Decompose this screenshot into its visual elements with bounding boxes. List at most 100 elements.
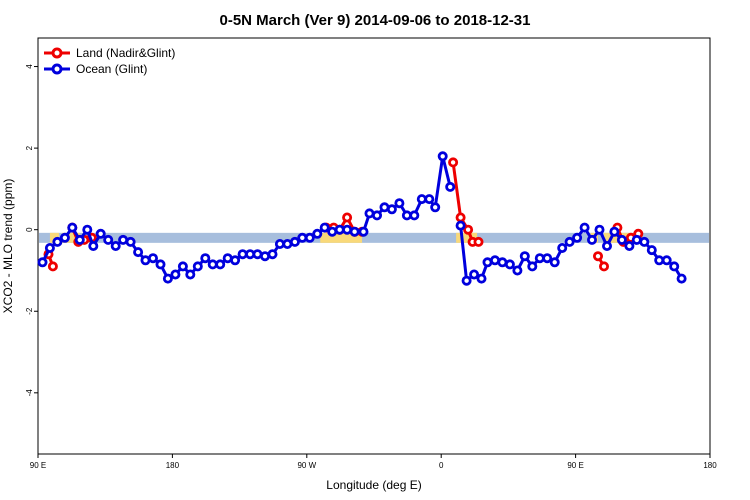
data-point bbox=[609, 226, 620, 237]
data-point bbox=[170, 269, 181, 280]
data-point bbox=[448, 157, 459, 168]
data-point bbox=[386, 204, 397, 215]
plot-area bbox=[37, 37, 711, 455]
data-point bbox=[44, 242, 55, 253]
data-point bbox=[177, 261, 188, 272]
data-point bbox=[463, 224, 474, 235]
data-point bbox=[67, 222, 78, 233]
data-point bbox=[267, 249, 278, 260]
data-point bbox=[437, 151, 448, 162]
data-point bbox=[661, 255, 672, 266]
data-point bbox=[342, 224, 353, 235]
legend: Land (Nadir&Glint) Ocean (Glint) bbox=[44, 46, 175, 76]
data-point bbox=[430, 202, 441, 213]
data-point bbox=[259, 251, 270, 262]
data-point bbox=[527, 261, 538, 272]
x-axis-label: Longitude (deg E) bbox=[326, 478, 421, 492]
data-point bbox=[162, 273, 173, 284]
y-tick-label: 4 bbox=[25, 64, 34, 69]
data-point bbox=[646, 245, 657, 256]
data-point bbox=[52, 236, 63, 247]
y-tick-label: -4 bbox=[25, 389, 34, 397]
x-axis: 90 E 180 90 W 0 90 E 180 bbox=[30, 454, 717, 470]
series-layer bbox=[37, 151, 687, 286]
series-line bbox=[41, 154, 452, 281]
data-point bbox=[602, 240, 613, 251]
data-point bbox=[564, 236, 575, 247]
data-point bbox=[349, 226, 360, 237]
data-point bbox=[394, 198, 405, 209]
band-land-segment bbox=[456, 232, 478, 243]
data-point bbox=[409, 210, 420, 221]
data-point bbox=[252, 249, 263, 260]
legend-land-marker bbox=[51, 47, 63, 59]
data-point bbox=[549, 257, 560, 268]
data-point bbox=[103, 234, 114, 245]
data-point bbox=[304, 232, 315, 243]
legend-item-ocean: Ocean (Glint) bbox=[44, 62, 147, 76]
data-point bbox=[616, 234, 627, 245]
chart-title: 0-5N March (Ver 9) 2014-09-06 to 2018-12… bbox=[219, 12, 530, 29]
data-point bbox=[473, 236, 484, 247]
data-point bbox=[594, 224, 605, 235]
band-land-segment bbox=[49, 232, 59, 243]
data-point bbox=[319, 222, 330, 233]
data-point bbox=[593, 251, 604, 262]
data-point bbox=[59, 232, 70, 243]
data-point bbox=[289, 236, 300, 247]
data-point bbox=[358, 226, 369, 237]
legend-ocean-label: Ocean (Glint) bbox=[76, 62, 147, 76]
data-point bbox=[599, 261, 610, 272]
data-point bbox=[82, 224, 93, 235]
y-tick-label: -2 bbox=[25, 307, 34, 315]
y-axis: -4 -2 0 2 4 bbox=[25, 64, 38, 397]
data-point bbox=[512, 265, 523, 276]
data-point bbox=[47, 261, 58, 272]
x-tick-label: 90 E bbox=[567, 461, 583, 470]
data-point bbox=[125, 236, 136, 247]
data-point bbox=[371, 210, 382, 221]
data-point bbox=[155, 259, 166, 270]
data-point bbox=[504, 259, 515, 270]
data-point bbox=[200, 253, 211, 264]
data-point bbox=[312, 228, 323, 239]
data-point bbox=[482, 257, 493, 268]
data-point bbox=[110, 240, 121, 251]
data-point bbox=[631, 234, 642, 245]
data-point bbox=[676, 273, 687, 284]
data-point bbox=[587, 234, 598, 245]
data-point bbox=[476, 273, 487, 284]
legend-item-land: Land (Nadir&Glint) bbox=[44, 46, 175, 60]
legend-ocean-marker bbox=[51, 63, 63, 75]
data-point bbox=[519, 251, 530, 262]
data-point bbox=[461, 275, 472, 286]
data-point bbox=[230, 255, 241, 266]
y-axis-label: XCO2 - MLO trend (ppm) bbox=[1, 179, 15, 314]
band-ocean bbox=[39, 232, 709, 243]
data-point bbox=[215, 259, 226, 270]
data-point bbox=[74, 234, 85, 245]
data-point bbox=[424, 194, 435, 205]
data-point bbox=[327, 226, 338, 237]
data-point bbox=[192, 261, 203, 272]
data-point bbox=[572, 232, 583, 243]
data-point bbox=[118, 234, 129, 245]
x-tick-label: 90 W bbox=[297, 461, 316, 470]
data-point bbox=[88, 240, 99, 251]
y-tick-label: 0 bbox=[25, 227, 34, 232]
data-point bbox=[95, 228, 106, 239]
data-point bbox=[37, 257, 48, 268]
data-point bbox=[147, 253, 158, 264]
y-tick-label: 2 bbox=[25, 145, 34, 150]
data-point bbox=[455, 212, 466, 223]
band-land-segment bbox=[320, 232, 363, 243]
x-tick-label: 90 E bbox=[30, 461, 46, 470]
plot-frame bbox=[37, 37, 711, 455]
data-point bbox=[364, 208, 375, 219]
legend-land-label: Land (Nadir&Glint) bbox=[76, 46, 175, 60]
data-point bbox=[669, 261, 680, 272]
band-land-segment bbox=[61, 232, 80, 243]
data-point bbox=[542, 253, 553, 264]
data-point bbox=[557, 242, 568, 253]
